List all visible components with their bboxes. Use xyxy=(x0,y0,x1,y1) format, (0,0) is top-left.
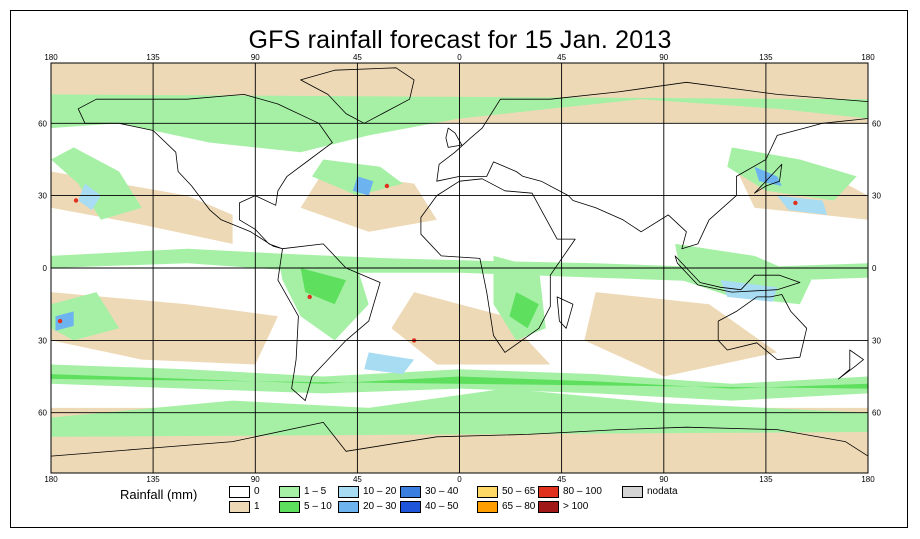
map-title: GFS rainfall forecast for 15 Jan. 2013 xyxy=(248,26,672,54)
lon-tick-label-bottom-8: 180 xyxy=(861,475,875,484)
heavy-rain-spot-1 xyxy=(57,318,63,324)
heavy-rain-spot-3 xyxy=(793,200,798,206)
lat-tick-label-left-4: 60 xyxy=(38,409,47,418)
legend-swatch xyxy=(279,486,300,498)
legend-swatch xyxy=(229,501,250,513)
figure-frame xyxy=(10,10,908,528)
lon-tick-label-bottom-5: 45 xyxy=(557,475,566,484)
coastline-madagascar xyxy=(556,296,574,329)
legend-swatch xyxy=(477,486,498,498)
lat-tick-label-left-1: 30 xyxy=(38,192,47,201)
lon-tick-label-top-4: 0 xyxy=(457,53,462,62)
rain-area-8 xyxy=(584,292,778,377)
coastline-africa xyxy=(420,178,576,353)
coastline-antarctica xyxy=(51,421,868,473)
legend-swatch xyxy=(229,486,250,498)
coastline-indonesia xyxy=(674,255,801,293)
lon-tick-label-top-8: 180 xyxy=(861,53,875,62)
rain-area-27 xyxy=(352,176,374,196)
lon-tick-label-bottom-7: 135 xyxy=(759,475,773,484)
rain-area-22 xyxy=(675,243,812,305)
lat-tick-label-right-3: 30 xyxy=(872,336,881,345)
rain-area-28 xyxy=(364,352,415,375)
legend-label: 80 – 100 xyxy=(563,486,602,497)
coastline-north-america xyxy=(77,93,333,250)
rain-area-21 xyxy=(509,292,539,329)
coastline-australia xyxy=(717,294,808,361)
graticule xyxy=(51,63,868,473)
lon-tick-label-bottom-4: 0 xyxy=(457,475,462,484)
map-canvas: 180 180 135 135 90 90 45 45 0 0 45 45 90 90 135 135 180 1… xyxy=(38,53,881,484)
legend: Rainfall (mm) 0 1 1 – 5 5 – 10 10 – 20 20 – 3… xyxy=(120,484,720,524)
coastline-eurasia xyxy=(436,81,868,250)
coastline-layer xyxy=(51,67,868,473)
heavy-rain-spot-0 xyxy=(73,198,79,203)
lon-tick-label-top-7: 135 xyxy=(759,53,773,62)
map-border xyxy=(50,62,869,474)
legend-label: 5 – 10 xyxy=(304,501,332,512)
legend-swatch xyxy=(400,486,421,498)
legend-label: 65 – 80 xyxy=(502,501,536,512)
legend-label: 20 – 30 xyxy=(363,501,397,512)
legend-label: 10 – 20 xyxy=(363,486,397,497)
legend-label: 0 xyxy=(254,486,260,497)
rain-area-24 xyxy=(51,292,120,341)
legend-swatch xyxy=(338,501,359,513)
rain-area-15 xyxy=(727,147,857,201)
legend-label: 1 xyxy=(254,501,260,512)
legend-label: 30 – 40 xyxy=(425,486,459,497)
rain-area-25 xyxy=(55,311,74,331)
legend-swatch xyxy=(400,501,421,513)
lat-tick-label-right-2: 0 xyxy=(872,264,877,273)
tick-labels: 180 180 135 135 90 90 45 45 0 0 45 45 90 90 135 135 180 1… xyxy=(38,53,881,484)
lon-tick-label-top-3: 45 xyxy=(353,53,362,62)
legend-swatch xyxy=(477,501,498,513)
legend-label: 50 – 65 xyxy=(502,486,536,497)
legend-swatch xyxy=(338,486,359,498)
lon-tick-label-top-0: 180 xyxy=(44,53,58,62)
lon-tick-label-top-5: 45 xyxy=(557,53,566,62)
legend-title: Rainfall (mm) xyxy=(120,487,198,502)
legend-label: > 100 xyxy=(563,501,589,512)
rain-area-7 xyxy=(391,292,551,365)
lat-tick-label-right-4: 60 xyxy=(872,409,881,418)
rain-area-5 xyxy=(300,171,437,232)
rain-area-19 xyxy=(300,268,346,305)
lat-tick-label-left-3: 30 xyxy=(38,336,47,345)
lon-tick-label-top-6: 90 xyxy=(659,53,668,62)
lon-tick-label-top-2: 90 xyxy=(251,53,260,62)
lon-tick-label-top-1: 135 xyxy=(146,53,160,62)
lat-tick-label-left-0: 60 xyxy=(38,119,47,128)
rain-area-17 xyxy=(777,195,828,215)
lon-tick-label-bottom-2: 90 xyxy=(251,475,260,484)
heavy-rain-spot-4 xyxy=(384,183,390,189)
legend-swatch xyxy=(538,486,559,498)
lat-tick-label-right-1: 30 xyxy=(872,192,881,201)
lon-tick-label-bottom-3: 45 xyxy=(353,475,362,484)
legend-swatch xyxy=(622,486,643,498)
lat-tick-label-right-0: 60 xyxy=(872,119,881,128)
coastline-south-america xyxy=(277,243,381,402)
lon-tick-label-bottom-6: 90 xyxy=(659,475,668,484)
rainfall-map: 180 180 135 135 90 90 45 45 0 0 45 45 90 90 135 135 180 1… xyxy=(38,53,881,484)
legend-label: nodata xyxy=(647,486,678,497)
legend-swatch xyxy=(538,501,559,513)
coastline-new-zealand xyxy=(838,349,864,380)
rain-area-13 xyxy=(51,147,142,220)
lon-tick-label-bottom-1: 135 xyxy=(146,475,160,484)
rain-area-26 xyxy=(78,183,101,211)
lat-tick-label-left-2: 0 xyxy=(43,264,48,273)
lon-tick-label-bottom-0: 180 xyxy=(44,475,58,484)
legend-label: 40 – 50 xyxy=(425,501,459,512)
heavy-rain-spot-5 xyxy=(307,294,312,300)
legend-swatch xyxy=(279,501,300,513)
legend-label: 1 – 5 xyxy=(304,486,327,497)
rain-area-16 xyxy=(754,166,782,186)
